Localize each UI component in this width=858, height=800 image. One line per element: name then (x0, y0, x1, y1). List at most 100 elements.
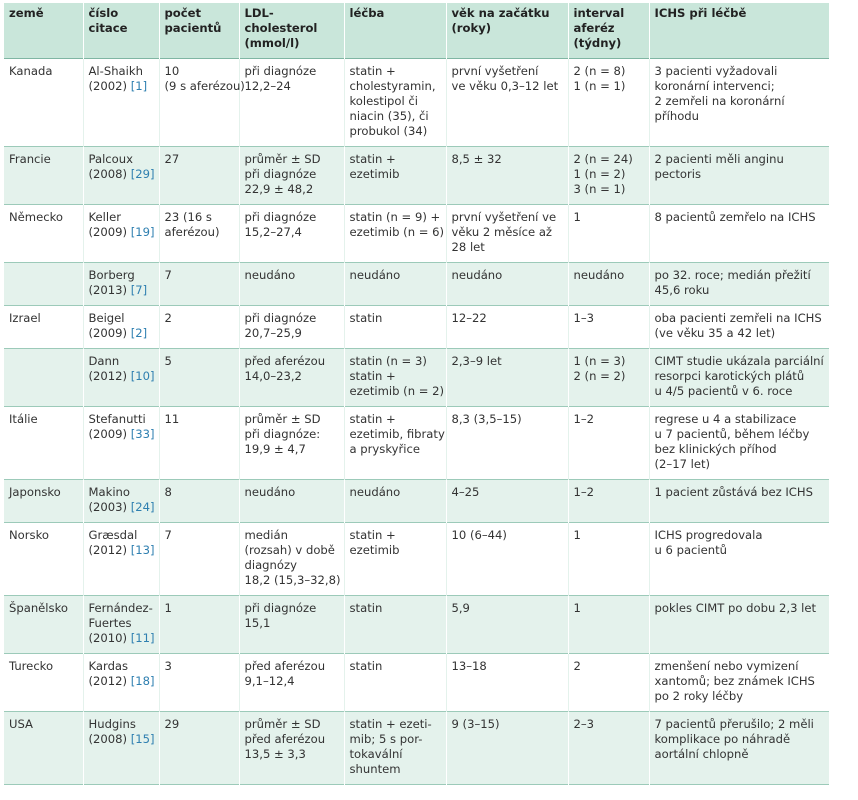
table-row: Borberg (2013) [7] 7 neudáno neudáno neudáno n… (4, 262, 829, 306)
cell-ichs-line: 2 pacienti měli anginu (654, 152, 784, 166)
cell-ldl-line: při diagnóze (244, 210, 317, 224)
cell-therapy-line: neudáno (349, 268, 401, 282)
cell-age-line: 28 let (451, 240, 485, 254)
cell-ichs-line: (ve věku 35 a 42 let) (654, 326, 776, 340)
cell-therapy-line: statin + (349, 369, 396, 383)
cell-ldl-line: 9,1–12,4 (244, 674, 295, 688)
citation-ref-link[interactable]: [24] (130, 500, 155, 514)
cell-ldl: průměr ± SD při diagnóze 22,9 ± 48,2 (238, 146, 344, 205)
table-row: Izrael Beigel (2009) [2] 2 při diagnóze 20,7–… (4, 305, 829, 349)
cell-interval: 1–2 (567, 479, 649, 523)
cell-ichs: oba pacienti zemřeli na ICHS (ve věku 35 … (648, 305, 829, 349)
cell-age-line: 10 (6–44) (451, 528, 507, 542)
cell-ichs: zmenšení nebo vymizení xantomů; bez známe… (648, 653, 829, 712)
cell-age: 8,5 ± 32 (445, 146, 568, 205)
citation-ref-link[interactable]: [7] (130, 283, 148, 297)
citation-year: (2009) (88, 225, 131, 239)
cell-patient-count-line: 1 (164, 601, 172, 615)
cell-ldl: při diagnóze 15,2–27,4 (238, 204, 344, 263)
cell-ldl: neudáno (238, 262, 344, 306)
cell-ichs-line: po 32. roce; medián přežití (654, 268, 811, 282)
citation-ref-link[interactable]: [29] (130, 167, 155, 181)
citation-ref-link[interactable]: [13] (130, 543, 155, 557)
cell-citation: Palcoux (2008) [29] (82, 146, 159, 205)
citation-ref-link[interactable]: [18] (130, 674, 155, 688)
cell-therapy-line: tokavální (349, 747, 403, 761)
cell-ldl-line: 14,0–23,2 (244, 369, 302, 383)
citation-ref-link[interactable]: [33] (130, 427, 155, 441)
cell-patient-count-line: 8 (164, 485, 172, 499)
cell-patient-count-line: 5 (164, 354, 172, 368)
cell-therapy: statin (343, 595, 446, 654)
cell-ldl: neudáno (238, 479, 344, 523)
citation-author: Fuertes (88, 616, 132, 630)
table-row: Dann (2012) [10] 5 před aferézou 14,0–23,2 st… (4, 348, 829, 407)
cell-ldl-line: při diagnóze (244, 167, 317, 181)
citation-year-line: (2008) [15] (89, 732, 155, 747)
cell-ichs: 7 pacientů přerušilo; 2 měli komplikace p… (648, 711, 829, 785)
cell-patient-count-line: 27 (164, 152, 180, 166)
citation-author: Palcoux (88, 152, 133, 166)
cell-ichs-line: pokles CIMT po dobu 2,3 let (654, 601, 817, 615)
cell-interval: 2–3 (567, 711, 649, 785)
citation-ref-link[interactable]: [2] (130, 326, 148, 340)
citation-ref-link[interactable]: [1] (130, 79, 148, 93)
cell-ldl-line: před aferézou (244, 354, 326, 368)
cell-country: Japonsko (9, 485, 61, 499)
cell-citation: Borberg (2013) [7] (82, 262, 159, 306)
cell-age: neudáno (445, 262, 568, 306)
cell-citation: Stefanutti (2009) [33] (82, 406, 159, 480)
cell-ichs: 8 pacientů zemřelo na ICHS (648, 204, 829, 263)
cell-age: první vyšetření ve věku 2 měsíce až 28 let (445, 204, 568, 263)
cell-ichs-line: komplikace po náhradě (654, 732, 791, 746)
citation-year: (2009) (88, 427, 131, 441)
citation-ref-link[interactable]: [15] (130, 732, 155, 746)
cell-citation: Hudgins (2008) [15] (82, 711, 159, 785)
cell-country (4, 349, 83, 407)
cell-therapy: neudáno (343, 479, 446, 523)
cell-age: 10 (6–44) (445, 522, 568, 596)
cell-ichs-line: koronární intervenci; (654, 79, 775, 93)
cell-interval-line: 1 (573, 601, 581, 615)
cell-ldl-line: neudáno (244, 268, 296, 282)
cell-therapy: statin (n = 9) + ezetimib (n = 6) (343, 204, 446, 263)
header-citation: číslo citace (82, 3, 159, 59)
cell-ichs-line: po 2 roky léčby (654, 689, 744, 703)
cell-patient-count: 11 (158, 406, 239, 480)
cell-therapy-line: niacin (35), či (349, 109, 429, 123)
cell-citation: Makino (2003) [24] (82, 479, 159, 523)
cell-ldl-line: při diagnóze (244, 64, 317, 78)
cell-age-line: 8,3 (3,5–15) (451, 412, 522, 426)
citation-year-line: (2009) [2] (89, 326, 155, 341)
citation-ref-link[interactable]: [19] (130, 225, 155, 239)
cell-ichs-line: 3 pacienti vyžadovali (654, 64, 778, 78)
citation-year: (2009) (88, 326, 131, 340)
cell-patient-count: 23 (16 s aferézou) (158, 204, 239, 263)
cell-therapy-line: ezetimib, fibraty (349, 427, 445, 441)
citation-year-line: (2010) [11] (89, 631, 155, 646)
table-row: Německo Keller (2009) [19] 23 (16 s aferézou… (4, 204, 829, 263)
cell-therapy-line: statin (n = 3) (349, 354, 427, 368)
cell-interval: 1 (567, 595, 649, 654)
citation-ref-link[interactable]: [11] (130, 631, 155, 645)
header-age: věk na začátku (roky) (445, 3, 568, 59)
cell-ichs-line: CIMT studie ukázala parciální (654, 354, 824, 368)
cell-interval-line: 2 (573, 659, 581, 673)
citation-ref-link[interactable]: [10] (130, 369, 155, 383)
header-ichs: ICHS při léčbě (648, 3, 829, 59)
table-row: Francie Palcoux (2008) [29] 27 průměr ± SD př… (4, 146, 829, 205)
cell-ichs-line: zmenšení nebo vymizení (654, 659, 799, 673)
cell-ichs-line: 8 pacientů zemřelo na ICHS (654, 210, 816, 224)
cell-patient-count: 2 (158, 305, 239, 349)
cell-patient-count: 3 (158, 653, 239, 712)
cell-patient-count-line: 7 (164, 268, 172, 282)
cell-therapy-line: statin + (349, 152, 396, 166)
cell-age: 9 (3–15) (445, 711, 568, 785)
cell-ichs-line: u 4/5 pacientů v 6. roce (654, 384, 793, 398)
citation-year: (2012) (88, 674, 131, 688)
cell-therapy: statin + ezetimib (343, 522, 446, 596)
cell-therapy: neudáno (343, 262, 446, 306)
cell-patient-count-line: 11 (164, 412, 180, 426)
citation-author: Al-Shaikh (88, 64, 143, 78)
cell-country: Itálie (9, 412, 38, 426)
